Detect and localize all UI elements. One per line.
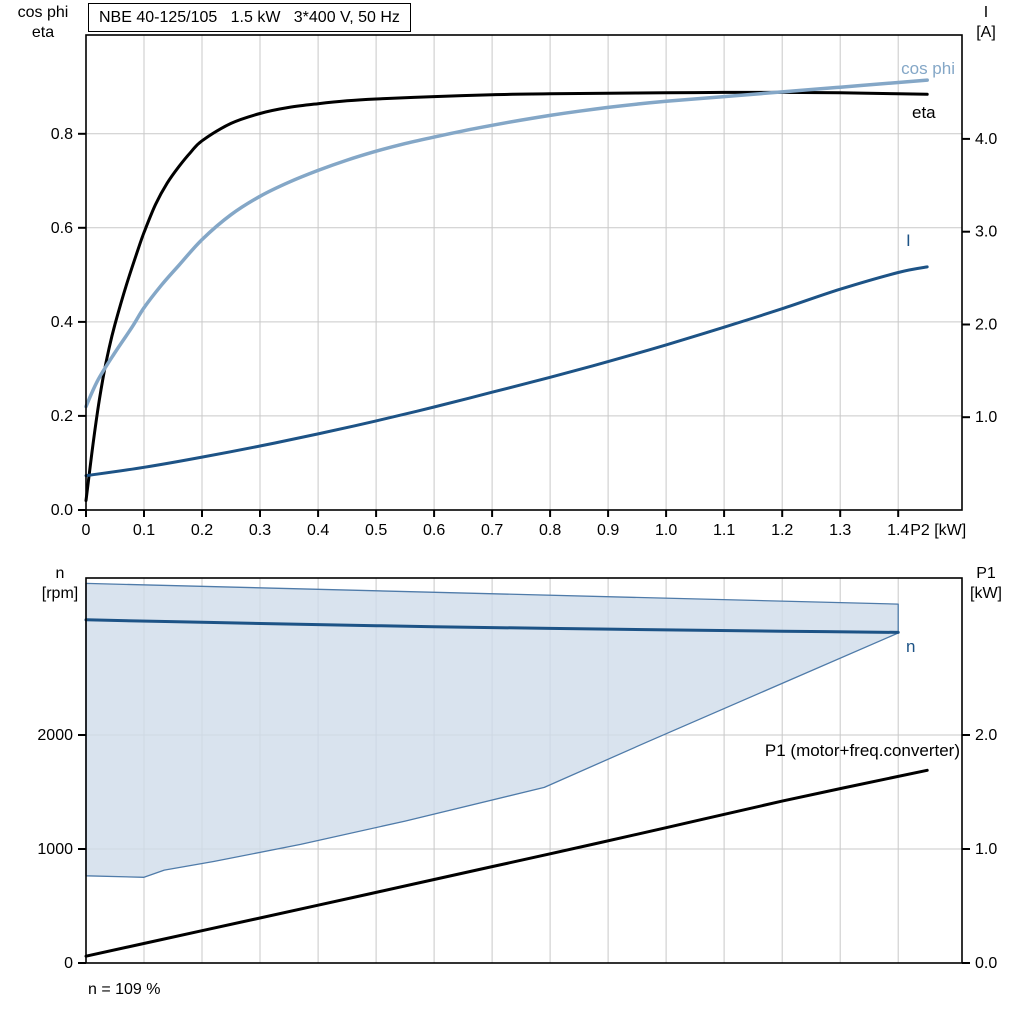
curve-label-eta: eta [912, 103, 936, 122]
y-left-tick-label: 0.6 [51, 220, 73, 237]
x-tick-label: 0.6 [423, 522, 445, 539]
top-right-axis-title-line2: [A] [976, 24, 996, 41]
x-tick-label: 0.9 [597, 522, 619, 539]
x-tick-label: 1.3 [829, 522, 851, 539]
bottom-left-axis-title-line2: [rpm] [41, 585, 79, 602]
bottom-left-axis-title-line1: n [55, 565, 65, 582]
chart-speed-power: 0 1000 2000 0.0 1.0 2.0 n P1 (motor+freq.conver… [37, 577, 997, 972]
curve-label-i: I [906, 231, 911, 250]
x-axis-unit-label: P2 [kW] [910, 522, 966, 539]
y-left-tick-label: 0.2 [51, 408, 73, 425]
curve-label-cos-phi: cos phi [901, 59, 955, 78]
x-tick-label: 1.0 [655, 522, 677, 539]
bottom-left-axis-title: n [rpm] [28, 564, 92, 604]
bottom-right-axis-title-line2: [kW] [970, 585, 1002, 602]
plot-border [85, 577, 963, 964]
curve-label-p1-motor-freq-converter: P1 (motor+freq.converter) [765, 741, 960, 760]
y-right-tick-label: 1.0 [975, 841, 997, 858]
x-tick-label: 1.4 [887, 522, 909, 539]
curve-label-n: n [906, 637, 915, 656]
y-left-tick-label: 0.4 [51, 314, 73, 331]
y-left-tick-label: 1000 [37, 841, 73, 858]
y-right-tick-label: 1.0 [975, 409, 997, 426]
x-tick-label: 1.2 [771, 522, 793, 539]
curve-eta [84, 90, 929, 503]
curve-speed-envelope [85, 582, 899, 878]
top-left-axis-title: cos phi eta [4, 3, 82, 43]
axis-ticks: 0 1000 2000 0.0 1.0 2.0 [37, 727, 997, 972]
gridlines [86, 35, 962, 510]
x-tick-label: 0.1 [133, 522, 155, 539]
top-left-axis-title-line2: eta [31, 24, 55, 41]
y-right-tick-label: 0.0 [975, 955, 997, 972]
speed-percentage-annotation: n = 109 % [88, 981, 161, 998]
x-tick-label: 0.7 [481, 522, 503, 539]
y-right-tick-label: 4.0 [975, 131, 997, 148]
y-right-tick-label: 2.0 [975, 317, 997, 334]
y-left-tick-label: 0.0 [51, 502, 73, 519]
chart-title: NBE 40-125/105 1.5 kW 3*400 V, 50 Hz [88, 3, 411, 32]
x-tick-label: 0.2 [191, 522, 213, 539]
top-left-axis-title-line1: cos phi [17, 4, 69, 21]
top-right-axis-title: I [A] [963, 3, 1009, 43]
chart-motor-performance: 0.0 0.2 0.4 0.6 0.8 1.0 2.0 3.0 4.0 0 0.1 0.2 0.3 0.4… [51, 34, 998, 539]
x-tick-label: 0.5 [365, 522, 387, 539]
curve-p1-motor-freq-converter [84, 768, 929, 958]
y-right-tick-label: 3.0 [975, 224, 997, 241]
y-left-tick-label: 0 [64, 955, 73, 972]
y-right-tick-label: 2.0 [975, 727, 997, 744]
x-tick-label: 1.1 [713, 522, 735, 539]
curve-cos-phi [84, 78, 929, 409]
curve-n [84, 618, 900, 634]
bottom-right-axis-title: P1 [kW] [958, 564, 1014, 604]
x-tick-label: 0.4 [307, 522, 329, 539]
y-left-tick-label: 0.8 [51, 126, 73, 143]
x-tick-label: 0 [82, 522, 91, 539]
y-left-tick-label: 2000 [37, 727, 73, 744]
bottom-right-axis-title-line1: P1 [976, 565, 996, 582]
plot-border [85, 34, 963, 511]
top-right-axis-title-line1: I [983, 4, 989, 21]
x-tick-label: 0.8 [539, 522, 561, 539]
x-tick-label: 0.3 [249, 522, 271, 539]
axis-ticks: 0.0 0.2 0.4 0.6 0.8 1.0 2.0 3.0 4.0 0 0.1 0.2 0.3 0.4… [51, 126, 998, 539]
curve-i [84, 265, 929, 478]
